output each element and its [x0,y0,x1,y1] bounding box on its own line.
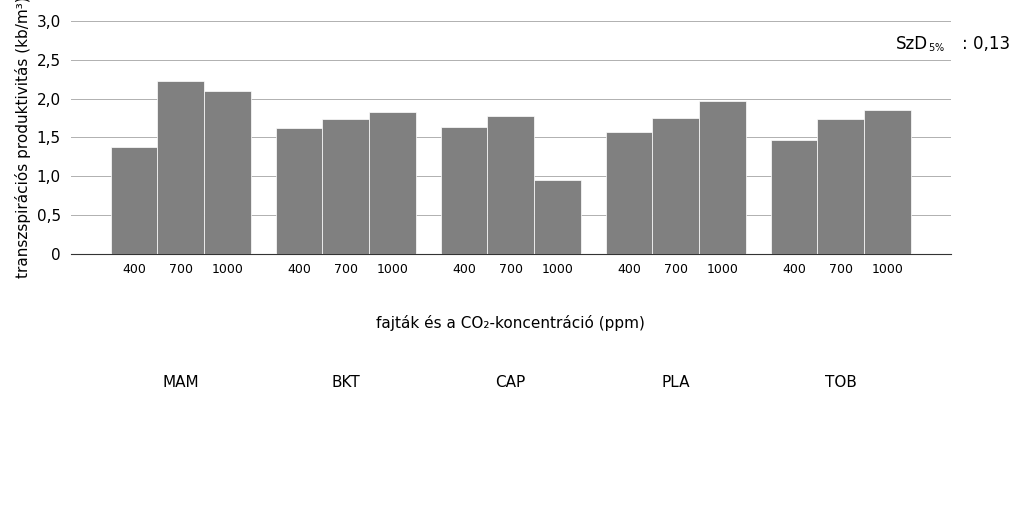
Text: $_{5\%}$: $_{5\%}$ [928,40,944,54]
Y-axis label: transzspirációs produktivitás (kb/m³): transzspirációs produktivitás (kb/m³) [15,0,31,278]
Bar [111,148,158,253]
Bar [440,127,487,253]
Text: SzD: SzD [896,35,928,53]
Bar [204,91,251,253]
Text: PLA: PLA [662,375,690,390]
Bar [699,101,745,253]
Bar [158,82,204,253]
Bar [817,120,864,253]
Text: TOB: TOB [824,375,856,390]
Bar [770,140,817,253]
Bar [323,120,369,253]
Bar [487,116,534,253]
Bar [369,111,416,253]
Text: : 0,13: : 0,13 [962,35,1010,53]
Bar [864,110,910,253]
Bar [605,132,652,253]
Text: CAP: CAP [496,375,525,390]
Text: BKT: BKT [331,375,359,390]
X-axis label: fajták és a CO₂-koncentráció (ppm): fajták és a CO₂-koncentráció (ppm) [376,315,645,331]
Bar [275,128,323,253]
Bar [534,180,581,253]
Bar [652,118,699,253]
Text: MAM: MAM [162,375,199,390]
